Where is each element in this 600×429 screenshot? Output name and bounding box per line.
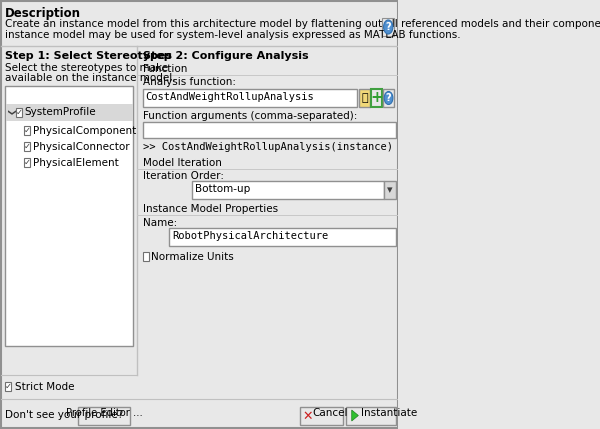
Bar	[193, 181, 383, 199]
Text: ❯: ❯	[5, 109, 14, 116]
Text: Description: Description	[5, 7, 82, 20]
Text: ✓: ✓	[23, 126, 31, 135]
Bar	[24, 158, 30, 167]
Bar	[383, 181, 395, 199]
Text: PhysicalElement: PhysicalElement	[32, 158, 118, 168]
Text: available on the instance model.: available on the instance model.	[5, 73, 176, 83]
Text: ✓: ✓	[23, 158, 31, 167]
Text: instance model may be used for system-level analysis expressed as MATLAB functio: instance model may be used for system-le…	[5, 30, 461, 40]
Bar	[169, 228, 395, 246]
Text: Don't see your profile?: Don't see your profile?	[5, 410, 124, 420]
Text: ✓: ✓	[5, 382, 12, 391]
Text: Strict Mode: Strict Mode	[14, 382, 74, 392]
Circle shape	[383, 20, 393, 34]
Bar	[143, 89, 357, 107]
Text: PhysicalComponent: PhysicalComponent	[32, 126, 136, 136]
Text: PhysicalConnector: PhysicalConnector	[32, 142, 129, 152]
Bar	[79, 407, 130, 425]
Bar	[5, 382, 11, 391]
Text: Normalize Units: Normalize Units	[151, 252, 234, 262]
Text: ?: ?	[385, 22, 391, 32]
Text: RobotPhysicalArchitecture: RobotPhysicalArchitecture	[172, 231, 328, 241]
Text: SystemProfile: SystemProfile	[24, 107, 95, 117]
Text: Create an instance model from this architecture model by flattening out all refe: Create an instance model from this archi…	[5, 19, 600, 29]
Text: Select the stereotypes to make: Select the stereotypes to make	[5, 63, 169, 73]
Text: ✓: ✓	[23, 142, 31, 151]
Text: Function arguments (comma-separated):: Function arguments (comma-separated):	[143, 111, 357, 121]
Text: ?: ?	[386, 93, 391, 103]
Bar	[24, 126, 30, 135]
Text: Profile Editor ...: Profile Editor ...	[66, 408, 143, 418]
Bar	[16, 108, 22, 117]
Text: Step 1: Select Stereotypes: Step 1: Select Stereotypes	[5, 51, 172, 61]
Bar	[359, 89, 370, 107]
Text: Step 2: Configure Analysis: Step 2: Configure Analysis	[143, 51, 308, 61]
Text: +: +	[370, 91, 383, 106]
Circle shape	[384, 91, 393, 105]
Bar	[383, 89, 394, 107]
Bar	[371, 89, 382, 107]
Polygon shape	[352, 410, 358, 421]
Text: Function: Function	[143, 64, 187, 74]
Text: ▾: ▾	[387, 185, 392, 195]
Bar	[382, 18, 394, 36]
Text: Cancel: Cancel	[312, 408, 347, 418]
Bar	[5, 86, 133, 346]
Text: Analysis function:: Analysis function:	[143, 77, 236, 87]
Text: Instantiate: Instantiate	[361, 408, 417, 418]
Bar	[346, 407, 395, 425]
Text: Iteration Order:: Iteration Order:	[143, 171, 224, 181]
Text: Instance Model Properties: Instance Model Properties	[143, 204, 278, 214]
Text: ✕: ✕	[302, 410, 313, 423]
Text: Name:: Name:	[143, 218, 177, 228]
Text: 📁: 📁	[361, 93, 368, 103]
Bar	[143, 122, 395, 138]
Bar	[6, 104, 133, 121]
Text: Model Iteration: Model Iteration	[143, 158, 221, 168]
Bar	[300, 407, 343, 425]
Text: CostAndWeightRollupAnalysis: CostAndWeightRollupAnalysis	[145, 92, 314, 102]
Bar	[143, 252, 149, 261]
Text: Bottom-up: Bottom-up	[195, 184, 250, 194]
Bar	[24, 142, 30, 151]
Text: ✓: ✓	[16, 108, 22, 117]
Text: >> CostAndWeightRollupAnalysis(instance): >> CostAndWeightRollupAnalysis(instance)	[143, 142, 392, 152]
